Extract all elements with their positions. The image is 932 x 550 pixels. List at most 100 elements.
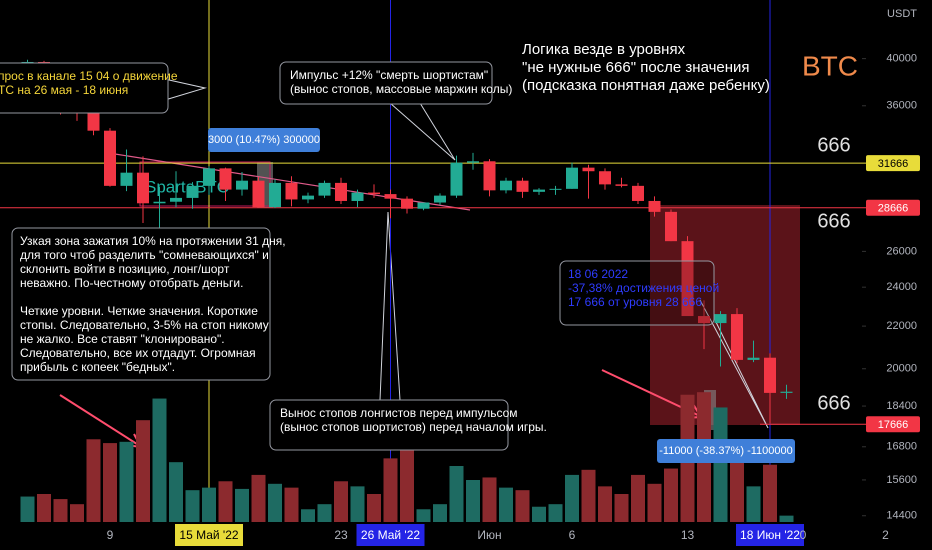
candle-body <box>186 185 199 198</box>
volume-bar <box>251 474 266 522</box>
pointer <box>379 211 401 401</box>
axis-unit: USDT <box>887 8 917 20</box>
volume-bar <box>466 480 480 522</box>
candle-body <box>351 192 364 201</box>
candle-body <box>582 167 595 172</box>
annotation-box <box>279 61 493 105</box>
volume-bar <box>383 458 398 522</box>
candle-body <box>384 194 397 199</box>
volume-bar <box>301 509 315 522</box>
volume-bar <box>317 504 332 522</box>
volume-bar <box>185 490 200 522</box>
annotation-text: Логика везде в уровнях <box>522 41 686 58</box>
price-label: 31666 <box>878 158 909 170</box>
y-tick-label: 40000 <box>886 53 917 65</box>
volume-bar <box>400 432 414 522</box>
candle-body <box>219 168 232 190</box>
candle-body <box>104 130 116 186</box>
level-label: 666 <box>817 134 850 156</box>
volume-bar <box>218 481 233 522</box>
chart-title: BTC <box>802 50 858 81</box>
volume-bar <box>136 420 150 522</box>
volume-bar <box>235 488 249 522</box>
candle-body <box>450 162 463 196</box>
candle-body <box>483 161 496 191</box>
candle-body <box>516 180 529 192</box>
y-tick-label: 14400 <box>886 510 917 522</box>
y-tick-label: 24000 <box>886 281 917 293</box>
volume-bar <box>433 504 447 522</box>
candle-body <box>137 172 149 204</box>
volume-bar <box>449 466 464 522</box>
price-label-box <box>866 155 920 172</box>
candle-body <box>533 189 545 192</box>
volume-bar <box>169 462 183 522</box>
date-label-box <box>175 524 243 546</box>
candle-body <box>285 182 298 200</box>
volume-bar <box>598 486 612 522</box>
date-label-box <box>356 524 425 546</box>
pointer <box>159 77 207 101</box>
candle-body <box>252 180 265 208</box>
volume-bar <box>499 487 513 522</box>
annotation-text: -37,38% достижения ценой <box>568 281 719 295</box>
candle-body <box>318 182 331 196</box>
candle-body <box>747 357 760 360</box>
volume-bar <box>202 487 216 522</box>
x-tick-label: 9 <box>107 528 114 542</box>
price-label-box <box>866 416 920 433</box>
date-label-box <box>736 524 804 546</box>
candle-body <box>401 198 413 209</box>
annotation-text: (вынос стопов, массовые маржин колы) <box>290 82 512 96</box>
y-tick-label: 16800 <box>886 441 917 453</box>
annotation-box <box>269 399 509 451</box>
volume-bar <box>350 486 365 522</box>
candle-body <box>153 201 166 204</box>
y-tick-label: 22000 <box>886 320 917 332</box>
x-tick-label: 23 <box>334 528 348 542</box>
volume-bar <box>334 481 348 522</box>
candle-body <box>236 180 248 190</box>
volume-bar <box>268 483 282 522</box>
y-tick-label: 26000 <box>886 245 917 257</box>
annotation-text: Четкие уровни. Четкие значения. Короткие <box>20 304 258 318</box>
volume-bar <box>746 486 761 522</box>
volume-bar <box>284 487 299 522</box>
candle-body <box>203 168 215 186</box>
candle-body <box>120 172 133 186</box>
candle-body <box>731 314 743 360</box>
annotation-text: "не нужные 666" после значения <box>522 59 750 76</box>
x-tick-label: 13 <box>681 528 695 542</box>
volume-bar <box>53 499 68 522</box>
candle-body <box>698 316 710 324</box>
annotation-text: Вынос стопов лонгистов перед импульсом <box>280 406 518 420</box>
annotation-box <box>559 260 715 326</box>
pointer <box>389 102 456 161</box>
annotation-box <box>11 227 271 381</box>
volume-bar <box>614 494 629 522</box>
volume-bar <box>532 506 546 522</box>
volume-bar <box>515 490 530 522</box>
candle-body <box>87 112 100 131</box>
volume-bar <box>730 458 744 522</box>
price-label: 28666 <box>878 203 909 215</box>
candle-body <box>714 314 727 324</box>
candle-body <box>335 182 347 201</box>
x-tick-label: 18 Июн '22 <box>740 528 800 542</box>
arrow <box>59 394 141 447</box>
candle-body <box>434 195 446 203</box>
volume-bar <box>548 504 563 522</box>
annotation-text: склонить войти в позицию, лонг/шорт <box>20 262 230 276</box>
candle-body <box>368 192 380 195</box>
annotation-text: стопы. Следовательно, 3-5% на стоп ником… <box>20 318 269 332</box>
annotation-text: ТС на 26 мая - 18 июня <box>0 83 128 97</box>
candle-body <box>780 391 793 393</box>
x-tick-label: 6 <box>569 528 576 542</box>
x-tick-label: 0 <box>800 528 807 542</box>
x-tick-label: Июн <box>477 528 501 542</box>
annotation-text: (вынос стопов шортистов) перед началом и… <box>280 420 547 434</box>
volume-bar <box>581 469 596 522</box>
level-label: 666 <box>817 210 850 232</box>
candle-body <box>302 195 314 200</box>
